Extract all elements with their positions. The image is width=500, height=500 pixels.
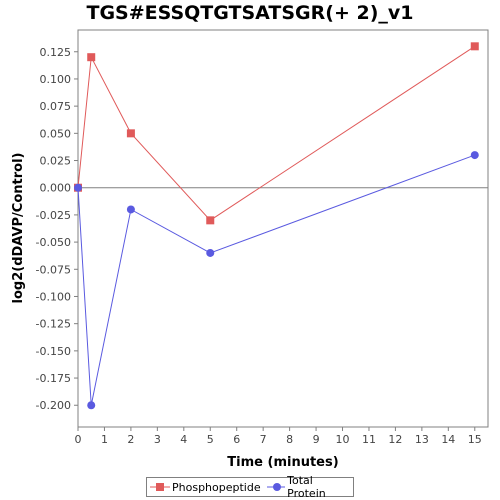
y-tick-label: -0.025 (36, 209, 71, 222)
x-tick-label: 12 (388, 433, 402, 446)
x-tick-label: 15 (468, 433, 482, 446)
legend-label-total-protein: Total Protein (287, 474, 326, 500)
total-protein-point (74, 183, 82, 192)
x-tick-label: 14 (441, 433, 455, 446)
phosphopeptide-point (87, 53, 96, 62)
y-tick-label: 0.125 (40, 46, 72, 59)
legend-label-phosphopeptide: Phosphopeptide (172, 480, 261, 494)
total-protein-point (470, 151, 479, 160)
total-protein-point (206, 248, 215, 257)
total-protein-point (126, 205, 135, 214)
x-axis-label: Time (minutes) (227, 455, 338, 470)
y-tick-label: -0.175 (36, 372, 71, 385)
y-tick-label: -0.050 (36, 236, 71, 249)
x-tick-label: 10 (336, 433, 350, 446)
x-axis: 0 1 2 3 4 5 6 7 8 9 10 11 12 13 14 15 (75, 427, 482, 446)
x-tick-label: 9 (313, 433, 320, 446)
x-tick-label: 2 (127, 433, 134, 446)
x-tick-label: 1 (101, 433, 108, 446)
x-tick-label: 6 (233, 433, 240, 446)
x-tick-label: 5 (207, 433, 214, 446)
y-tick-label: -0.075 (36, 263, 71, 276)
x-tick-label: 13 (415, 433, 429, 446)
y-tick-label: 0.050 (40, 127, 72, 140)
y-tick-label: -0.100 (36, 290, 71, 303)
legend-item-total-protein: Total Protein (266, 474, 350, 500)
phosphopeptide-legend-icon (150, 483, 170, 491)
x-tick-label: 3 (154, 433, 161, 446)
total-protein-legend-icon (266, 483, 286, 491)
y-tick-label: 0.025 (40, 155, 72, 168)
phosphopeptide-point (206, 216, 215, 225)
y-tick-label: -0.150 (36, 345, 71, 358)
x-tick-label: 4 (180, 433, 187, 446)
x-tick-label: 8 (286, 433, 293, 446)
y-axis-label: log2(dDAVP/Control) (11, 153, 26, 304)
phosphopeptide-point (126, 129, 135, 138)
x-tick-label: 0 (75, 433, 82, 446)
legend-item-phosphopeptide: Phosphopeptide (150, 481, 261, 494)
x-tick-label: 11 (362, 433, 376, 446)
y-tick-label: 0.100 (40, 73, 72, 86)
series-layer (74, 42, 479, 410)
y-tick-label: 0.000 (40, 182, 72, 195)
chart-title: TGS#ESSQTGTSATSGR(+ 2)_v1 (86, 2, 414, 24)
plot-area (77, 29, 489, 428)
y-tick-label: -0.200 (36, 399, 71, 412)
phosphopeptide-point (470, 42, 479, 51)
total-protein-point (87, 401, 96, 410)
legend: Phosphopeptide Total Protein (146, 474, 354, 500)
x-tick-label: 7 (260, 433, 267, 446)
y-tick-label: 0.075 (40, 100, 72, 113)
y-axis: -0.200 -0.175 -0.150 -0.125 -0.100 -0.075 -0.0… (36, 46, 78, 412)
y-tick-label: -0.125 (36, 318, 71, 331)
